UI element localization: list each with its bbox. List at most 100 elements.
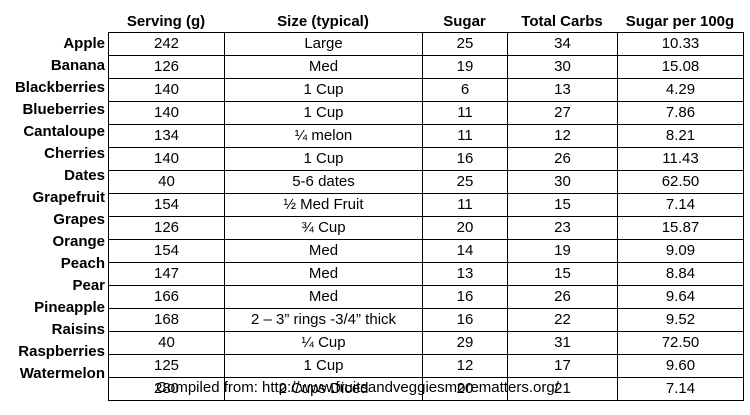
serving-cell: 154 [108, 239, 225, 263]
size-cell: 2 – 3” rings -3/4” thick [224, 308, 423, 332]
total-carbs-cell: 22 [507, 308, 618, 332]
sugar-per-100g-cell: 10.33 [617, 32, 744, 56]
size-cell: 1 Cup [224, 354, 423, 378]
serving-cell: 140 [108, 78, 225, 102]
sugar-cell: 25 [422, 170, 508, 194]
sugar-per-100g-cell: 7.14 [617, 193, 744, 217]
table-row: 147 Med 13 15 8.84 [108, 262, 744, 286]
sugar-cell: 11 [422, 193, 508, 217]
table-row: 140 1 Cup 11 27 7.86 [108, 101, 744, 125]
size-cell: Med [224, 55, 423, 79]
row-label: Pear [72, 277, 105, 294]
row-label: Raisins [51, 321, 105, 338]
row-label: Raspberries [18, 343, 105, 360]
source-footer: Compiled from: http://www.fruitsandveggi… [156, 379, 559, 396]
header-size: Size (typical) [277, 13, 369, 30]
serving-cell: 125 [108, 354, 225, 378]
total-carbs-cell: 34 [507, 32, 618, 56]
serving-cell: 140 [108, 147, 225, 171]
serving-cell: 126 [108, 216, 225, 240]
serving-cell: 126 [108, 55, 225, 79]
serving-cell: 147 [108, 262, 225, 286]
table-row: 168 2 – 3” rings -3/4” thick 16 22 9.52 [108, 308, 744, 332]
header-serving: Serving (g) [126, 13, 206, 30]
sugar-per-100g-cell: 8.21 [617, 124, 744, 148]
table-row: 134 ¼ melon 11 12 8.21 [108, 124, 744, 148]
sugar-cell: 16 [422, 147, 508, 171]
size-cell: ¼ Cup [224, 331, 423, 355]
sugar-cell: 12 [422, 354, 508, 378]
total-carbs-cell: 17 [507, 354, 618, 378]
sugar-per-100g-cell: 4.29 [617, 78, 744, 102]
total-carbs-cell: 31 [507, 331, 618, 355]
sugar-cell: 29 [422, 331, 508, 355]
sugar-per-100g-cell: 9.60 [617, 354, 744, 378]
row-label: Cantaloupe [23, 123, 105, 140]
table-row: 154 ½ Med Fruit 11 15 7.14 [108, 193, 744, 217]
table-row: 242 Large 25 34 10.33 [108, 32, 744, 56]
sugar-cell: 14 [422, 239, 508, 263]
table-row: 140 1 Cup 6 13 4.29 [108, 78, 744, 102]
serving-cell: 140 [108, 101, 225, 125]
serving-cell: 280 [108, 377, 225, 401]
size-cell: 2 Cups Diced [224, 377, 423, 401]
table-row: 125 1 Cup 12 17 9.60 [108, 354, 744, 378]
sugar-cell: 19 [422, 55, 508, 79]
size-cell: Med [224, 285, 423, 309]
row-label: Blackberries [14, 79, 105, 96]
table-row: 280 2 Cups Diced 20 21 7.14 [108, 377, 744, 401]
sugar-per-100g-cell: 9.64 [617, 285, 744, 309]
total-carbs-cell: 13 [507, 78, 618, 102]
sugar-cell: 6 [422, 78, 508, 102]
sugar-per-100g-cell: 62.50 [617, 170, 744, 194]
size-cell: Med [224, 262, 423, 286]
sugar-per-100g-cell: 15.87 [617, 216, 744, 240]
sugar-cell: 16 [422, 285, 508, 309]
sugar-cell: 11 [422, 101, 508, 125]
sugar-cell: 13 [422, 262, 508, 286]
sugar-per-100g-cell: 9.52 [617, 308, 744, 332]
total-carbs-cell: 19 [507, 239, 618, 263]
total-carbs-cell: 12 [507, 124, 618, 148]
total-carbs-cell: 26 [507, 285, 618, 309]
size-cell: 1 Cup [224, 147, 423, 171]
sugar-per-100g-cell: 9.09 [617, 239, 744, 263]
table-row: 166 Med 16 26 9.64 [108, 285, 744, 309]
serving-cell: 154 [108, 193, 225, 217]
row-label: Watermelon [19, 365, 105, 382]
size-cell: 5-6 dates [224, 170, 423, 194]
sugar-per-100g-cell: 8.84 [617, 262, 744, 286]
sugar-per-100g-cell: 7.14 [617, 377, 744, 401]
sugar-cell: 20 [422, 216, 508, 240]
sugar-cell: 11 [422, 124, 508, 148]
nutrition-table: 242 Large 25 34 10.33 126 Med 19 30 15.0… [108, 32, 744, 401]
size-cell: Large [224, 32, 423, 56]
total-carbs-cell: 30 [507, 55, 618, 79]
total-carbs-cell: 23 [507, 216, 618, 240]
sugar-cell: 20 [422, 377, 508, 401]
row-label: Blueberries [22, 101, 105, 118]
serving-cell: 134 [108, 124, 225, 148]
total-carbs-cell: 21 [507, 377, 618, 401]
total-carbs-cell: 15 [507, 262, 618, 286]
sugar-per-100g-cell: 7.86 [617, 101, 744, 125]
row-label: Orange [52, 233, 105, 250]
table-row: 140 1 Cup 16 26 11.43 [108, 147, 744, 171]
serving-cell: 40 [108, 331, 225, 355]
row-label: Peach [60, 255, 105, 272]
size-cell: Med [224, 239, 423, 263]
row-label: Grapefruit [32, 189, 105, 206]
sugar-cell: 16 [422, 308, 508, 332]
size-cell: ¾ Cup [224, 216, 423, 240]
serving-cell: 40 [108, 170, 225, 194]
table-row: 40 ¼ Cup 29 31 72.50 [108, 331, 744, 355]
row-label: Banana [50, 57, 105, 74]
size-cell: ½ Med Fruit [224, 193, 423, 217]
total-carbs-cell: 27 [507, 101, 618, 125]
total-carbs-cell: 26 [507, 147, 618, 171]
header-total-carbs: Total Carbs [521, 13, 603, 30]
sugar-cell: 25 [422, 32, 508, 56]
sugar-per-100g-cell: 72.50 [617, 331, 744, 355]
row-label: Pineapple [34, 299, 105, 316]
header-sugar-per-100g: Sugar per 100g [625, 13, 735, 30]
